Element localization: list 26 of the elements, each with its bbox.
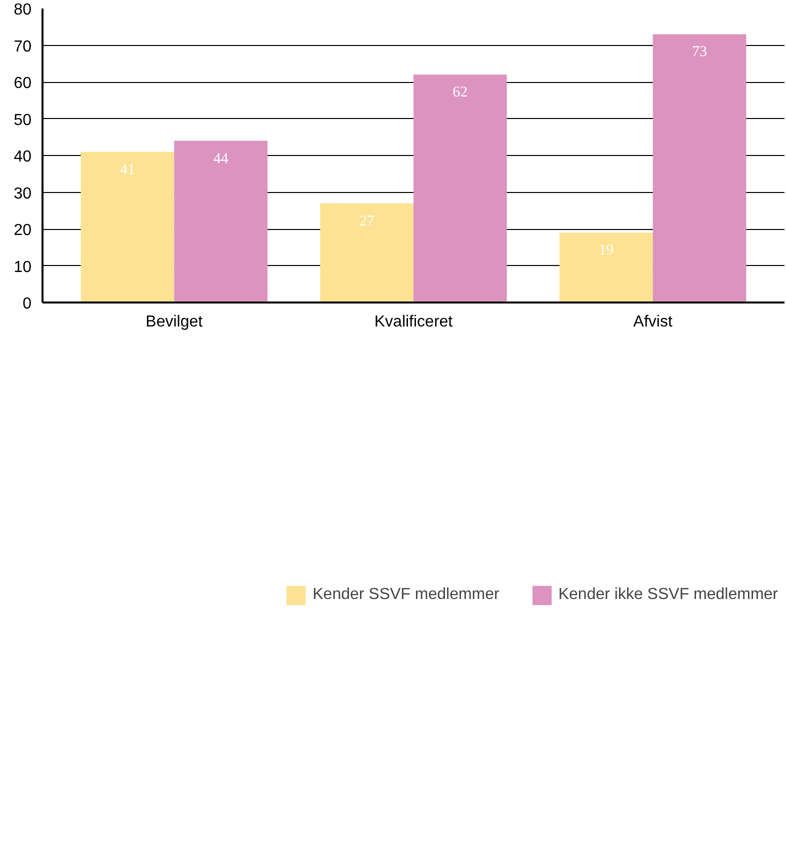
x-tick-label: Afvist [633, 314, 673, 330]
data-label: 73 [692, 44, 708, 60]
bar [320, 203, 414, 302]
data-label: 44 [213, 150, 229, 167]
legend-label: Kender SSVF medlemmer [312, 586, 500, 604]
bar [174, 140, 268, 302]
legend-label: Kender ikke SSVF medlemmer [558, 586, 778, 604]
data-label: 19 [598, 242, 614, 259]
bar [80, 152, 174, 302]
y-tick-label: 80 [14, 2, 32, 18]
y-tick-label: 60 [14, 75, 32, 92]
data-label: 41 [120, 162, 135, 178]
bar [560, 232, 653, 302]
y-tick-label: 50 [14, 112, 32, 129]
y-tick-label: 10 [14, 258, 32, 276]
data-label: 27 [359, 213, 375, 230]
y-tick-label: 40 [14, 148, 32, 166]
y-tick-label: 30 [14, 185, 32, 202]
y-tick-label: 0 [22, 296, 32, 312]
x-tick-label: Kvalificeret [374, 314, 454, 330]
bar [652, 34, 746, 302]
y-tick-label: 20 [14, 222, 32, 239]
x-tick-label: Bevilget [146, 314, 204, 330]
data-label: 62 [452, 84, 468, 101]
y-tick-label: 70 [14, 38, 32, 56]
bar [414, 74, 507, 302]
